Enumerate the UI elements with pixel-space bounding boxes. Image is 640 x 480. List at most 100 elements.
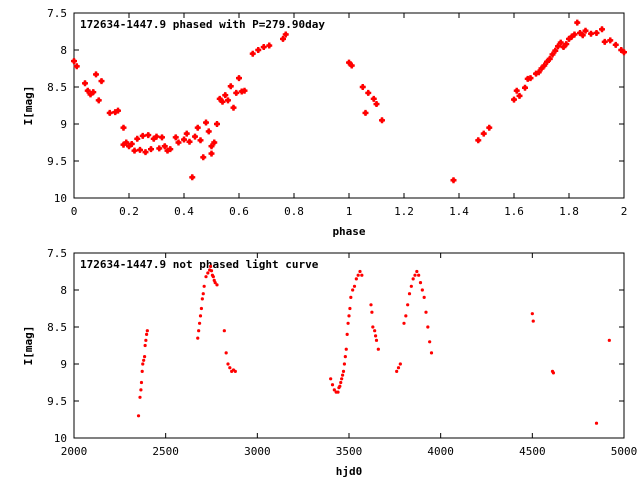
unphased-data-point — [138, 395, 142, 399]
unphased-data-point — [422, 295, 426, 299]
unphased-data-point — [349, 295, 353, 299]
unphased-x-tick-label: 4000 — [427, 445, 454, 458]
phased-data-point — [230, 104, 237, 111]
phased-data-point — [137, 146, 143, 153]
phased-x-tick-label: 0.4 — [174, 205, 194, 218]
unphased-data-point — [356, 273, 360, 277]
phased-x-tick-label: 1.2 — [394, 205, 414, 218]
phased-data-point — [219, 98, 226, 105]
unphased-data-point — [409, 284, 413, 288]
phased-data-point — [612, 41, 619, 48]
unphased-x-tick-label: 5000 — [611, 445, 638, 458]
unphased-data-point — [143, 343, 147, 348]
phased-data-point — [95, 97, 102, 104]
phased-data-point — [255, 47, 262, 53]
unphased-data-point — [418, 281, 423, 285]
unphased-data-point — [228, 366, 232, 370]
phased-data-point — [475, 137, 482, 144]
unphased-data-point — [211, 275, 215, 279]
phased-data-point — [142, 149, 149, 156]
unphased-data-point — [339, 380, 343, 385]
phased-data-point — [71, 58, 78, 65]
unphased-y-tick-label: 8.5 — [47, 321, 67, 334]
phased-x-tick-label: 0 — [71, 205, 78, 218]
phased-data-point — [555, 43, 561, 50]
phased-data-point — [161, 143, 168, 150]
unphased-data-point — [209, 269, 214, 273]
phased-data-point — [225, 97, 231, 104]
unphased-data-point — [369, 303, 373, 307]
phased-y-tick-label: 9 — [60, 118, 67, 131]
phased-data-point — [579, 32, 586, 39]
phased-data-point — [574, 19, 581, 26]
unphased-data-point — [343, 355, 347, 359]
unphased-data-point — [206, 271, 210, 275]
unphased-plot-ticks: 2000 2500 3000 3500 4000 4500 5000 7.5 8 8.5 9 9.5 1… — [47, 247, 637, 458]
unphased-data-point — [145, 332, 149, 336]
unphased-y-tick-label: 9 — [60, 358, 67, 371]
unphased-data-point — [144, 338, 148, 342]
unphased-x-tick-label: 4500 — [519, 445, 546, 458]
phased-data-point — [582, 27, 589, 34]
phased-data-point — [568, 33, 575, 40]
phased-x-tick-label: 0.6 — [229, 205, 249, 218]
phased-data-point — [139, 132, 146, 139]
phased-plot-frame — [73, 12, 625, 199]
unphased-data-point — [224, 351, 228, 355]
phased-x-tick-label: 1.8 — [559, 205, 579, 218]
unphased-plot-points — [136, 264, 611, 425]
unphased-data-point — [551, 371, 556, 375]
unphased-data-point — [136, 414, 141, 418]
unphased-plot-frame — [73, 252, 625, 439]
unphased-data-point — [426, 325, 430, 329]
unphased-data-point — [200, 297, 204, 301]
phased-data-point — [346, 59, 352, 66]
phased-data-point — [486, 124, 493, 131]
unphased-data-point — [330, 383, 335, 387]
phased-data-point — [128, 140, 135, 147]
phased-data-point — [563, 41, 570, 48]
phased-data-point — [560, 44, 567, 51]
phased-data-point — [577, 29, 583, 36]
unphased-data-point — [420, 288, 424, 292]
phased-data-point — [365, 89, 372, 96]
phased-data-point — [546, 55, 553, 62]
unphased-plot-ylabel: I[mag] — [22, 326, 35, 366]
phased-plot-points — [71, 19, 627, 184]
phased-data-point — [249, 50, 256, 57]
unphased-data-point — [338, 384, 342, 388]
phased-data-point — [535, 69, 542, 76]
unphased-data-point — [351, 288, 355, 292]
unphased-data-point — [233, 369, 237, 373]
unphased-data-point — [199, 306, 204, 311]
phased-data-point — [123, 139, 130, 146]
phased-data-point — [541, 62, 548, 69]
unphased-data-point — [376, 347, 380, 351]
unphased-data-point — [145, 329, 149, 333]
phased-data-point — [73, 63, 80, 70]
phased-data-point — [167, 146, 174, 153]
phased-x-tick-label: 1.6 — [504, 205, 524, 218]
phased-data-point — [214, 121, 220, 128]
unphased-data-point — [215, 283, 219, 287]
phased-data-point — [566, 35, 572, 42]
unphased-data-point — [374, 338, 379, 342]
phased-light-curve-panel: 172634-1447.9 phased with P=279.90day ph… — [22, 7, 627, 238]
unphased-data-point — [428, 340, 432, 344]
unphased-data-point — [360, 273, 364, 277]
phased-data-point — [516, 92, 523, 99]
phased-x-tick-label: 1 — [346, 205, 353, 218]
unphased-data-point — [607, 338, 611, 342]
unphased-data-point — [411, 277, 415, 281]
unphased-data-point — [204, 275, 208, 279]
phased-plot-xlabel: phase — [332, 225, 365, 238]
unphased-data-point — [424, 310, 428, 314]
phased-x-tick-label: 2 — [621, 205, 628, 218]
phased-data-point — [208, 150, 215, 157]
phased-data-point — [538, 65, 545, 72]
phased-data-point — [134, 135, 141, 142]
unphased-data-point — [222, 329, 226, 333]
phased-y-tick-label: 8 — [60, 44, 67, 57]
unphased-data-point — [373, 334, 378, 338]
unphased-data-point — [352, 284, 357, 288]
